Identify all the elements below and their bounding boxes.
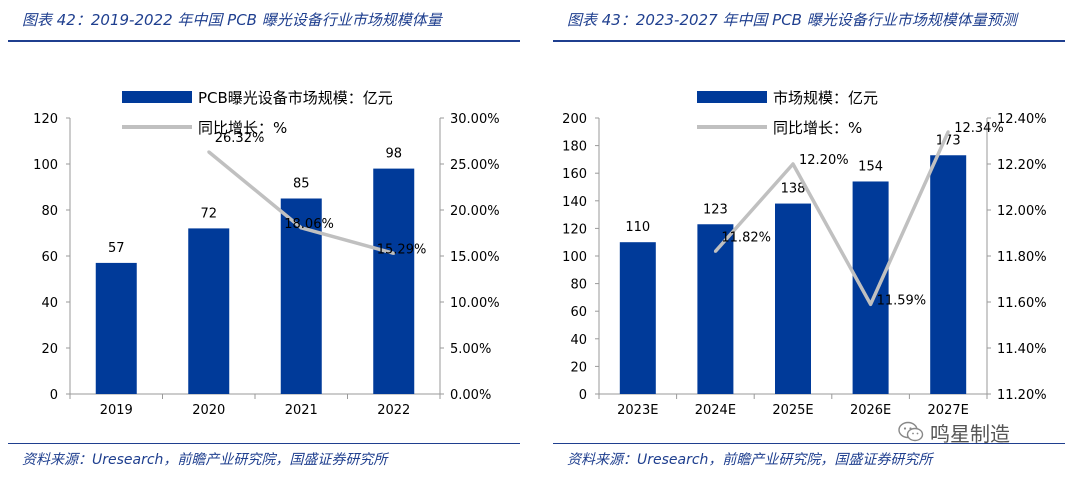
- right-tick-label: 5.00%: [450, 342, 491, 357]
- bar-2025E: [775, 203, 811, 394]
- legend-line-label: 同比增长：%: [773, 119, 862, 137]
- left-tick-label: 120: [33, 112, 58, 127]
- bar-value-label: 110: [625, 220, 650, 235]
- growth-value-label: 15.29%: [377, 242, 427, 257]
- growth-point-2025E: [791, 162, 795, 166]
- bar-2019: [95, 262, 137, 394]
- bar-value-label: 154: [858, 159, 883, 174]
- bar-value-label: 57: [108, 241, 125, 256]
- right-tick-label: 20.00%: [450, 204, 500, 219]
- left-tick-label: 120: [562, 222, 587, 237]
- left-tick-label: 20: [570, 360, 587, 375]
- bar-line-chart-2023-2027: 0 20 40 60 80 100 120 140 160 180 200 11.20% 11.40% 1…: [562, 89, 1047, 418]
- bar-value-label: 123: [703, 202, 728, 217]
- growth-value-label: 11.82%: [721, 230, 771, 245]
- growth-value-label: 12.20%: [799, 153, 849, 168]
- x-tick-label: 2024E: [695, 403, 736, 418]
- wechat-icon: [898, 421, 924, 442]
- figure-title: 图表 43：2023-2027 年中国 PCB 曝光设备行业市场规模体量预测: [567, 11, 1017, 29]
- source-note: 资料来源：Uresearch，前瞻产业研究院，国盛证券研究所: [22, 452, 388, 468]
- growth-point-2021: [299, 226, 303, 230]
- left-tick-label: 100: [33, 158, 58, 173]
- x-tick-label: 2025E: [772, 403, 813, 418]
- title-divider: [553, 40, 1065, 42]
- left-tick-label: 0: [579, 388, 587, 403]
- growth-point-2024E: [713, 249, 717, 253]
- legend-bar-label: 市场规模：亿元: [773, 89, 878, 107]
- source-note: 资料来源：Uresearch，前瞻产业研究院，国盛证券研究所: [567, 452, 933, 468]
- bar-2020: [188, 228, 230, 394]
- bar-value-label: 138: [781, 182, 806, 197]
- chart-panel-market-forecast-2023-2027: 图表 43：2023-2027 年中国 PCB 曝光设备行业市场规模体量预测 0…: [545, 0, 1065, 479]
- watermark-text: 鸣星制造: [930, 421, 1010, 446]
- right-tick-label: 11.40%: [997, 342, 1047, 357]
- growth-value-label: 18.06%: [284, 217, 334, 232]
- left-tick-label: 40: [41, 296, 58, 311]
- title-divider: [8, 40, 520, 42]
- right-tick-label: 0.00%: [450, 388, 491, 403]
- source-divider: [8, 443, 520, 444]
- x-tick-label: 2020: [192, 403, 225, 418]
- bar-2023E: [619, 242, 656, 394]
- growth-point-2022: [392, 251, 396, 255]
- x-tick-label: 2022: [377, 403, 410, 418]
- right-tick-label: 11.60%: [997, 296, 1047, 311]
- growth-point-2026E: [869, 302, 873, 306]
- legend-bar-swatch: [697, 91, 767, 103]
- left-tick-label: 180: [562, 140, 587, 155]
- bar-line-chart-2019-2022: 0 20 40 60 80 100 120 0.00% 5.00% 10.00% 15.00% 20.…: [33, 89, 500, 418]
- left-tick-label: 20: [41, 342, 58, 357]
- legend-bar-swatch: [122, 91, 192, 103]
- growth-point-2027E: [946, 130, 950, 134]
- left-tick-label: 200: [562, 112, 587, 127]
- left-tick-label: 80: [41, 204, 58, 219]
- right-tick-label: 12.40%: [997, 112, 1047, 127]
- left-tick-label: 100: [562, 250, 587, 265]
- bar-value-label: 72: [200, 206, 217, 221]
- left-tick-label: 60: [41, 250, 58, 265]
- left-tick-label: 40: [570, 333, 587, 348]
- left-tick-label: 80: [570, 278, 587, 293]
- figure-title: 图表 42：2019-2022 年中国 PCB 曝光设备行业市场规模体量: [22, 11, 442, 29]
- right-tick-label: 11.20%: [997, 388, 1047, 403]
- source-divider: [553, 443, 1065, 444]
- bar-value-label: 98: [385, 147, 402, 162]
- legend-line-label: 同比增长：%: [198, 119, 287, 137]
- legend-bar-label: PCB曝光设备市场规模：亿元: [198, 89, 393, 107]
- right-tick-label: 11.80%: [997, 250, 1047, 265]
- bar-2026E: [852, 181, 889, 394]
- right-tick-label: 12.20%: [997, 158, 1047, 173]
- x-tick-label: 2021: [285, 403, 318, 418]
- x-tick-label: 2027E: [928, 403, 969, 418]
- watermark: 鸣星制造: [898, 419, 1010, 446]
- right-tick-label: 30.00%: [450, 112, 500, 127]
- growth-value-label: 11.59%: [877, 293, 927, 308]
- x-tick-label: 2026E: [850, 403, 891, 418]
- bar-value-label: 85: [293, 177, 310, 192]
- bar-2027E: [930, 155, 967, 394]
- growth-line: [714, 131, 950, 307]
- left-tick-label: 160: [562, 167, 587, 182]
- right-tick-label: 15.00%: [450, 250, 500, 265]
- bar-2022: [373, 168, 415, 394]
- left-tick-label: 0: [50, 388, 58, 403]
- right-tick-label: 10.00%: [450, 296, 500, 311]
- left-tick-label: 140: [562, 195, 587, 210]
- x-tick-label: 2019: [100, 403, 133, 418]
- growth-value-label: 26.32%: [215, 131, 265, 146]
- right-tick-label: 12.00%: [997, 204, 1047, 219]
- growth-point-2020: [207, 150, 211, 154]
- growth-value-label: 12.34%: [954, 121, 1004, 136]
- chart-panel-market-size-2019-2022: 图表 42：2019-2022 年中国 PCB 曝光设备行业市场规模体量 0 20…: [0, 0, 520, 479]
- left-tick-label: 60: [570, 305, 587, 320]
- x-tick-label: 2023E: [617, 403, 658, 418]
- right-tick-label: 25.00%: [450, 158, 500, 173]
